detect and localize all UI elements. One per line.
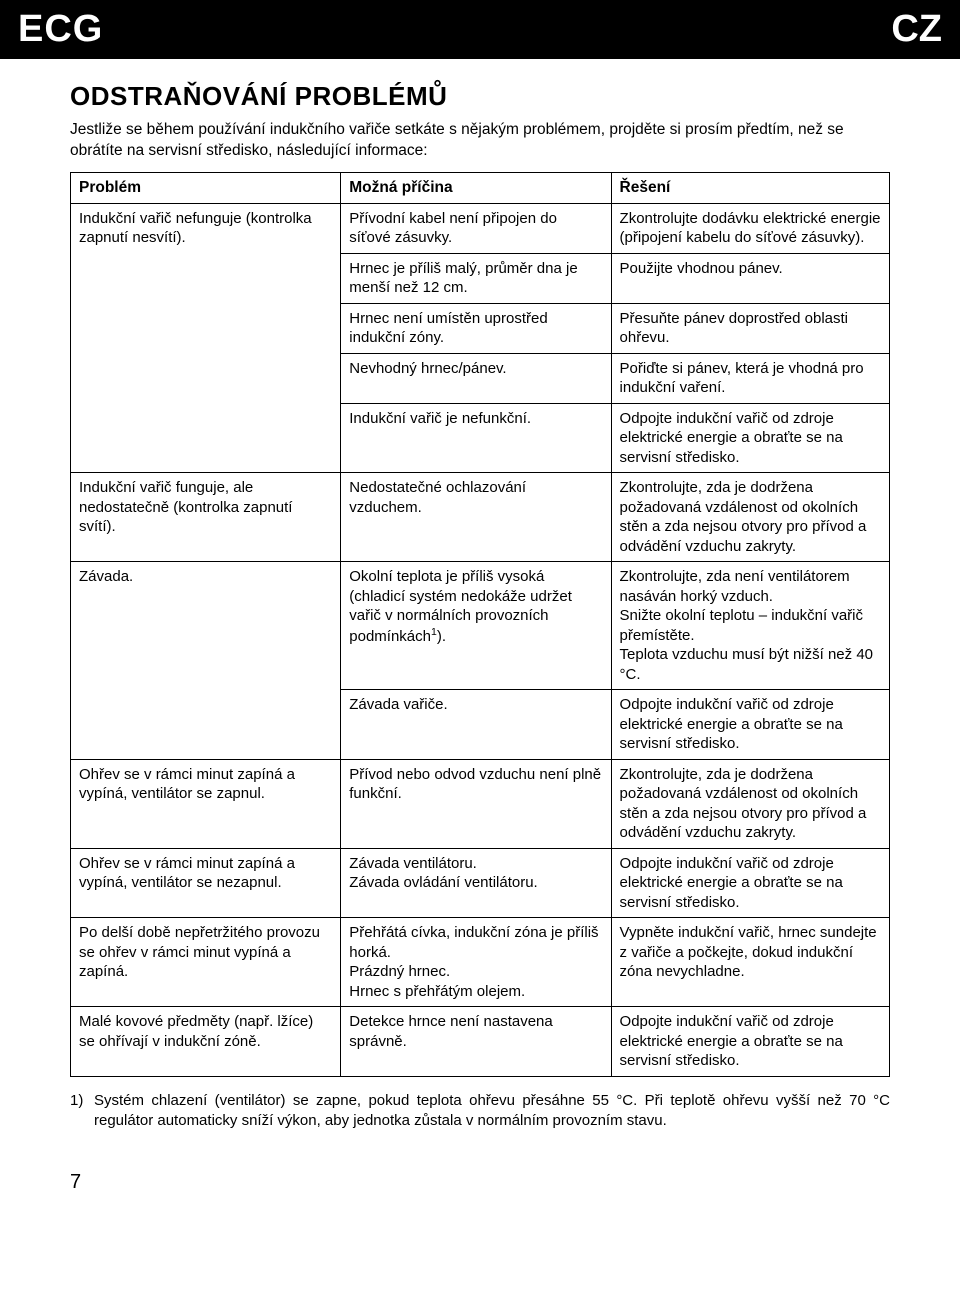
cell-solution: Zkontrolujte dodávku elektrické energie … [611,203,889,253]
col-header-cause: Možná příčina [341,172,611,203]
table-body: Indukční vařič nefunguje (kontrolka zapn… [71,203,890,1076]
cell-problem: Ohřev se v rámci minut zapíná a vypíná, … [71,759,341,848]
col-header-problem: Problém [71,172,341,203]
table-row: Závada.Okolní teplota je příliš vysoká (… [71,562,890,690]
page-number: 7 [70,1171,890,1194]
cell-cause: Přehřátá cívka, indukční zóna je příliš … [341,918,611,1007]
cell-cause: Hrnec není umístěn uprostřed indukční zó… [341,303,611,353]
language-badge: CZ [891,8,942,51]
cell-problem: Ohřev se v rámci minut zapíná a vypíná, … [71,848,341,918]
cell-solution: Přesuňte pánev doprostřed oblasti ohřevu… [611,303,889,353]
cell-problem: Malé kovové předměty (např. lžíce) se oh… [71,1007,341,1077]
table-row: Indukční vařič nefunguje (kontrolka zapn… [71,203,890,253]
cell-cause: Okolní teplota je příliš vysoká (chladic… [341,562,611,690]
table-row: Po delší době nepřetržitého provozu se o… [71,918,890,1007]
cell-problem: Indukční vařič nefunguje (kontrolka zapn… [71,203,341,473]
cell-cause: Přívodní kabel není připojen do síťové z… [341,203,611,253]
cell-solution: Odpojte indukční vařič od zdroje elektri… [611,1007,889,1077]
cell-solution: Pořiďte si pánev, která je vhodná pro in… [611,353,889,403]
cell-problem: Indukční vařič funguje, ale nedostatečně… [71,473,341,562]
cell-problem: Závada. [71,562,341,760]
cell-cause: Závada vařiče. [341,690,611,760]
cell-solution: Zkontrolujte, zda není ventilátorem nasá… [611,562,889,690]
header-bar: ECG CZ [0,0,960,59]
table-row: Ohřev se v rámci minut zapíná a vypíná, … [71,759,890,848]
page-content: ODSTRAŇOVÁNÍ PROBLÉMŮ Jestliže se během … [0,81,960,1234]
table-row: Malé kovové předměty (např. lžíce) se oh… [71,1007,890,1077]
footnote-marker: 1) [70,1091,94,1111]
table-row: Ohřev se v rámci minut zapíná a vypíná, … [71,848,890,918]
col-header-solution: Řešení [611,172,889,203]
cell-solution: Odpojte indukční vařič od zdroje elektri… [611,690,889,760]
cell-cause: Indukční vařič je nefunkční. [341,403,611,473]
cell-solution: Odpojte indukční vařič od zdroje elektri… [611,848,889,918]
cell-cause: Nevhodný hrnec/pánev. [341,353,611,403]
cell-solution: Vypněte indukční vařič, hrnec sundejte z… [611,918,889,1007]
intro-paragraph: Jestliže se během používání indukčního v… [70,120,890,162]
footnote: 1)Systém chlazení (ventilátor) se zapne,… [70,1091,890,1132]
table-row: Indukční vařič funguje, ale nedostatečně… [71,473,890,562]
brand-logo-left: ECG [18,8,103,51]
cell-solution: Zkontrolujte, zda je dodržena požadovaná… [611,759,889,848]
cell-solution: Použijte vhodnou pánev. [611,253,889,303]
table-header-row: Problém Možná příčina Řešení [71,172,890,203]
troubleshooting-table: Problém Možná příčina Řešení Indukční va… [70,172,890,1077]
cell-problem: Po delší době nepřetržitého provozu se o… [71,918,341,1007]
cell-solution: Zkontrolujte, zda je dodržena požadovaná… [611,473,889,562]
cell-solution: Odpojte indukční vařič od zdroje elektri… [611,403,889,473]
cell-cause: Závada ventilátoru.Závada ovládání venti… [341,848,611,918]
section-title: ODSTRAŇOVÁNÍ PROBLÉMŮ [70,81,890,112]
cell-cause: Nedostatečné ochlazování vzduchem. [341,473,611,562]
cell-cause: Přívod nebo odvod vzduchu není plně funk… [341,759,611,848]
cell-cause: Detekce hrnce není nastavena správně. [341,1007,611,1077]
footnote-text: Systém chlazení (ventilátor) se zapne, p… [94,1092,890,1129]
cell-cause: Hrnec je příliš malý, průměr dna je menš… [341,253,611,303]
